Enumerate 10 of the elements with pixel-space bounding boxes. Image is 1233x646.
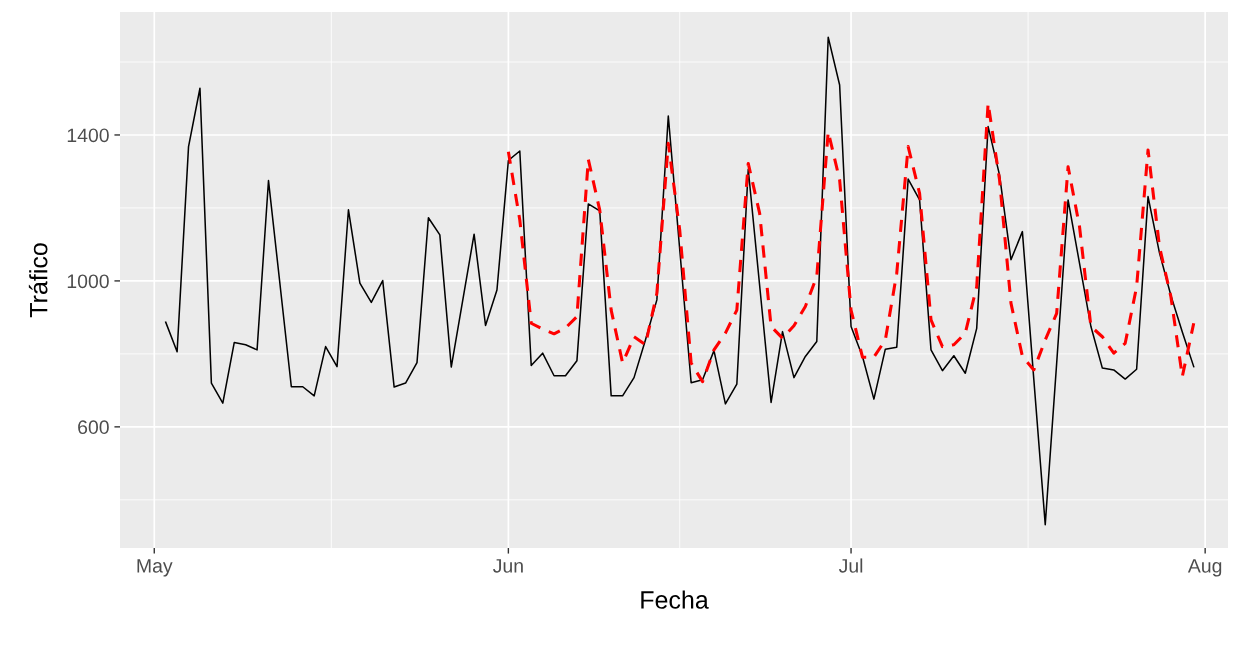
x-tick-label: Jul (838, 558, 863, 573)
y-axis-title: Tráfico (28, 243, 48, 318)
y-tick-label: 1000 (67, 274, 109, 289)
x-tick-label: Aug (1187, 559, 1222, 577)
x-tick-label: Jun (493, 559, 523, 573)
line-series (164, 36, 1195, 526)
y-tick-label: 600 (78, 420, 109, 435)
x-tick-label: May (137, 559, 173, 577)
y-tick-label: 1400 (67, 128, 109, 143)
x-axis-title: Fecha (641, 590, 709, 609)
